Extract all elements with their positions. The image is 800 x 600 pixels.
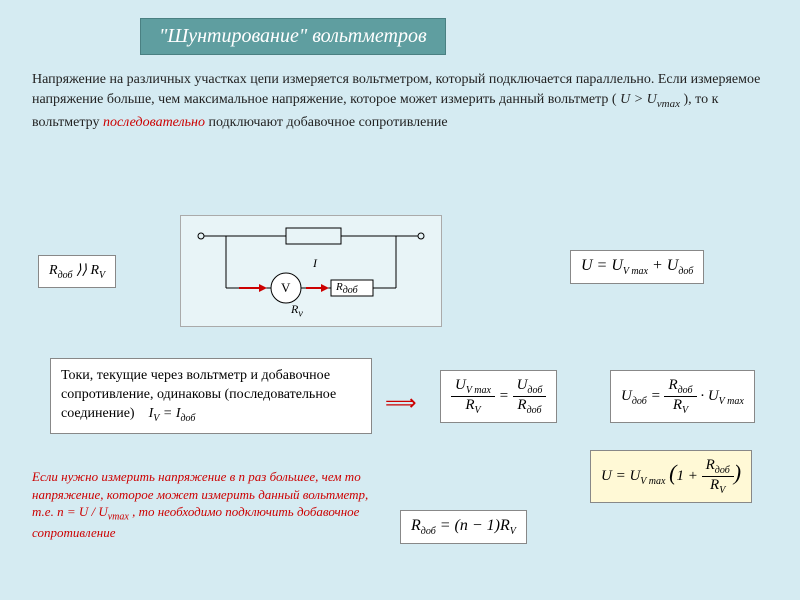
fr2-ts: V max <box>719 396 744 407</box>
sym-gt: ⟩⟩ <box>76 263 87 278</box>
formula-u-sum: U = UV max + Uдоб <box>570 250 704 284</box>
ey-l: U = U <box>601 468 640 484</box>
intro-red-word: последовательно <box>103 115 205 130</box>
eb-ls: доб <box>421 526 436 537</box>
iv-eq: = I <box>163 406 181 421</box>
rv-sub: v <box>298 308 302 319</box>
circuit-label-i: I <box>313 256 317 271</box>
fr1-d2: R <box>517 397 526 413</box>
fr2-ds: V <box>682 405 688 416</box>
eb-m: = (n − 1)R <box>440 517 510 534</box>
intro-t3: подключают добавочное сопротивление <box>208 115 447 130</box>
fr2-us: доб <box>632 396 647 407</box>
iv-rs: доб <box>181 413 196 424</box>
fr1-d2s: доб <box>527 405 542 416</box>
fr2-u: U <box>621 388 632 404</box>
ey-d: R <box>710 477 719 493</box>
eb-l: R <box>411 517 421 534</box>
intro-u: U > U <box>620 92 657 107</box>
implies-arrow-icon: ⟹ <box>385 390 417 416</box>
fr1-d1s: V <box>475 405 481 416</box>
sym-r1: R <box>49 263 58 278</box>
rdob-r: R <box>336 281 343 293</box>
formula-ratio: UV max RV = Uдоб Rдоб <box>440 370 557 423</box>
eb-rs: V <box>510 526 516 537</box>
eq1-p: + U <box>652 257 678 274</box>
page-title: "Шунтирование" вольтметров <box>140 18 446 55</box>
ey-ds: V <box>719 485 725 496</box>
formula-udob: Uдоб = Rдоб RV · UV max <box>610 370 755 423</box>
mid-text: Токи, текущие через вольтметр и добавочн… <box>61 368 336 421</box>
sym-r2: R <box>90 263 99 278</box>
fr1-n2s: доб <box>527 385 542 396</box>
fr2-d: R <box>673 397 682 413</box>
formula-rdob-gt-rv: Rдоб ⟩⟩ RV <box>38 255 116 288</box>
fr2-t: · U <box>700 388 718 404</box>
formula-highlight: U = UV max (1 + Rдоб RV ) <box>590 450 752 503</box>
fr1-n1: U <box>455 377 466 393</box>
circuit-diagram: I V Rv Rдоб <box>180 215 442 327</box>
sym-r2-sub: V <box>99 270 105 281</box>
eq1-ls: V max <box>623 266 648 277</box>
fr2-ns: доб <box>678 385 693 396</box>
fr1-d1: R <box>465 397 474 413</box>
sym-r1-sub: доб <box>58 270 73 281</box>
bottom-red-note: Если нужно измерить напряжение в n раз б… <box>32 468 372 542</box>
ey-n: R <box>706 457 715 473</box>
intro-sub: vmax <box>657 98 680 110</box>
intro-paragraph: Напряжение на различных участках цепи из… <box>32 70 768 133</box>
middle-text-box: Токи, текущие через вольтметр и добавочн… <box>50 358 372 434</box>
circuit-label-v: V <box>281 280 290 296</box>
eq1-ps: доб <box>678 266 693 277</box>
eq1-l: U = U <box>581 257 623 274</box>
formula-rdob-n: Rдоб = (n − 1)RV <box>400 510 527 544</box>
circuit-label-rdob: Rдоб <box>336 281 358 296</box>
iv-ls: V <box>153 413 159 424</box>
rdob-sub: доб <box>343 285 358 296</box>
fr1-n2: U <box>517 377 528 393</box>
fr2-eq: = <box>651 388 665 404</box>
circuit-label-rv: Rv <box>291 302 303 319</box>
br-s: vmax <box>108 512 129 523</box>
fr2-n: R <box>668 377 677 393</box>
ey-ls: V max <box>640 476 665 487</box>
fr1-n1s: V max <box>466 385 491 396</box>
ey-ns: доб <box>715 465 730 476</box>
